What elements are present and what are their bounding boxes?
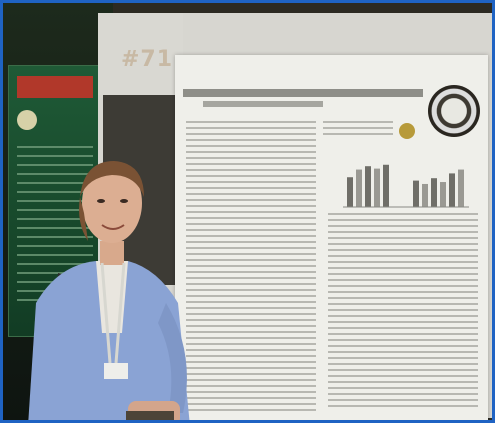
poster-affiliation-text [323, 121, 393, 137]
poster-chart-bar [383, 164, 389, 207]
poster-chart-bar [347, 177, 353, 207]
poster-chart-bar [413, 180, 419, 207]
poster-title-line [183, 89, 423, 97]
hair-side [79, 197, 88, 241]
lanyard [100, 262, 126, 364]
poster-subtitle-line [203, 101, 323, 107]
poster-chart-bar [431, 178, 437, 207]
small-gold-logo [399, 123, 415, 139]
person [28, 161, 190, 420]
poster-chart-bar [440, 182, 446, 207]
poster-board-top [98, 13, 183, 95]
poster-chart-bar [449, 173, 455, 207]
university-seal-logo [428, 85, 480, 137]
face [82, 163, 142, 243]
neighbor-poster-banner [17, 76, 93, 98]
poster-chart-bar [365, 166, 371, 207]
poster-text-column-right [328, 213, 478, 408]
poster-text-column-left [186, 121, 316, 411]
poster-chart-bar [374, 168, 380, 207]
neighbor-poster-logo [17, 110, 37, 130]
right-eye [120, 199, 128, 203]
poster-chart-bar [422, 183, 428, 207]
poster-bar-charts [343, 164, 469, 208]
left-eye [97, 199, 105, 203]
name-badge [104, 363, 128, 379]
smile [101, 224, 125, 230]
hair [80, 161, 144, 197]
neck [100, 241, 124, 265]
right-arm [158, 303, 187, 413]
poster-chart-bar [458, 169, 464, 207]
held-items [126, 411, 174, 420]
poster-chart-bar [356, 169, 362, 207]
board-number: #71 [121, 47, 174, 72]
